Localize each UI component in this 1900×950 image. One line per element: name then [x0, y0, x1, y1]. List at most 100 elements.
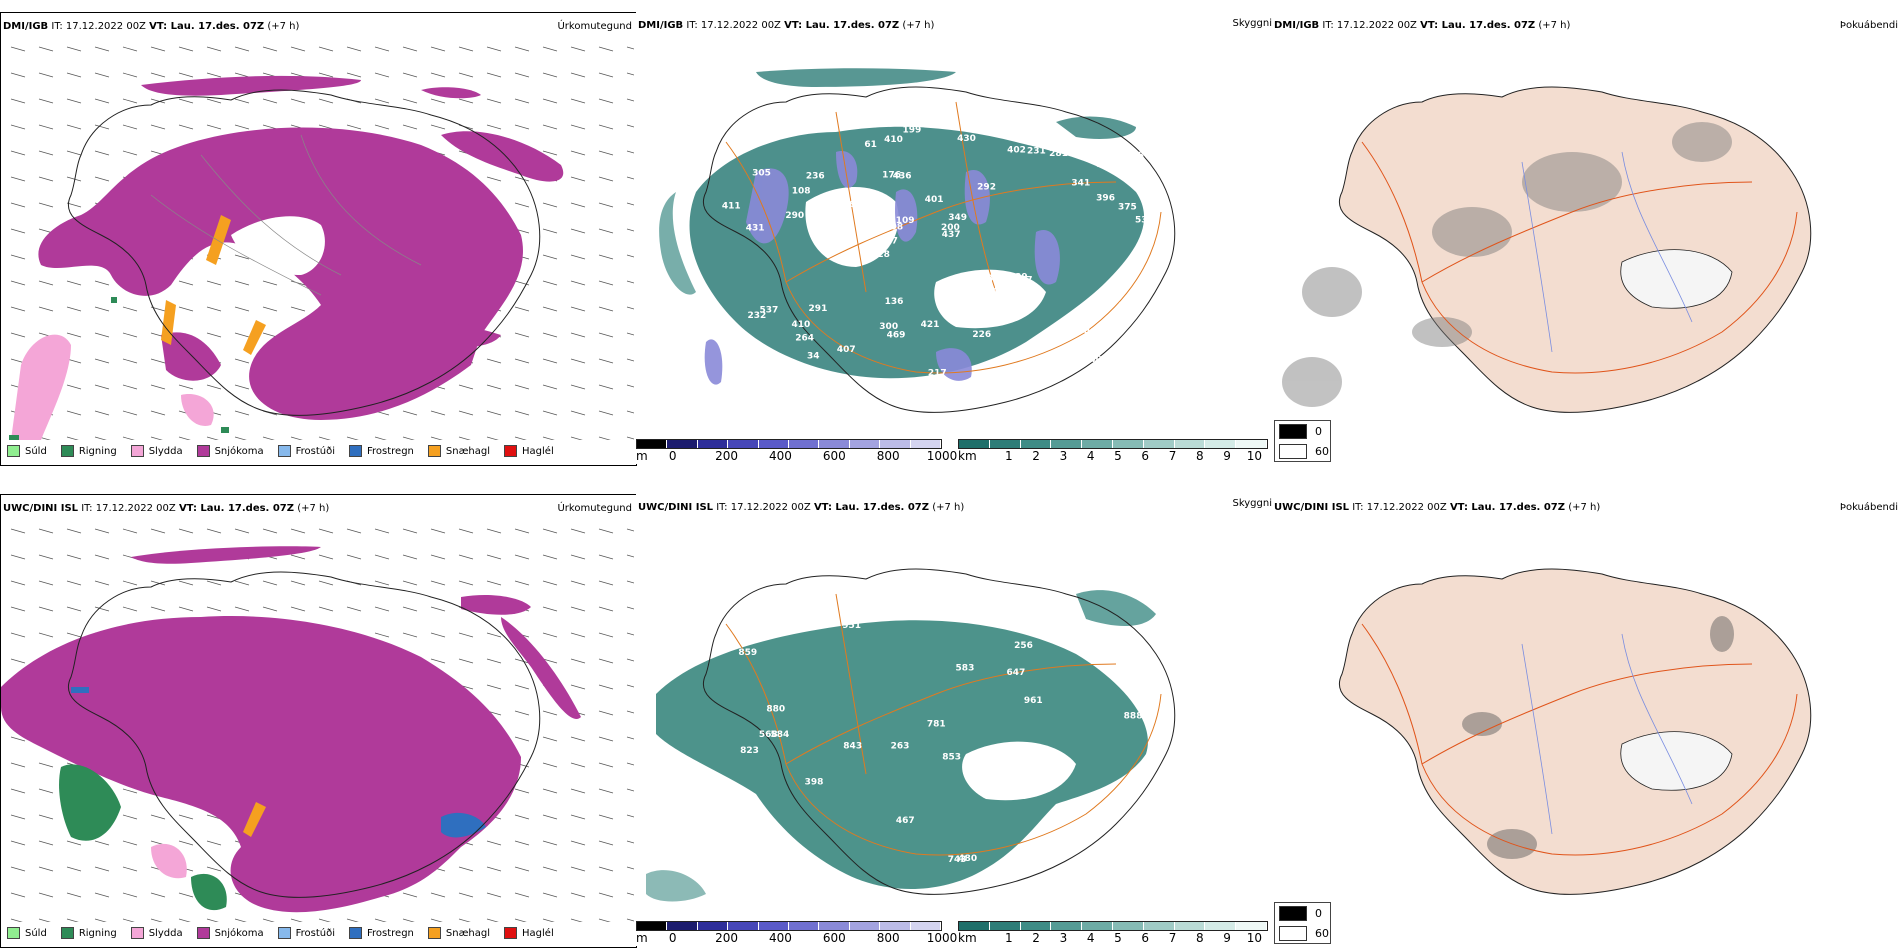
- legend-label: Slydda: [148, 445, 183, 457]
- fog-legend-top: 0 60: [1274, 420, 1331, 462]
- model-name: DMI/IGB: [3, 21, 49, 32]
- vis-value-label: 437: [942, 230, 961, 240]
- vis-value-label: 398: [805, 778, 824, 788]
- vis-colorbar-km-top: km 1 2 3 4 5 6 7 8 9 10: [958, 439, 1268, 463]
- header-top-fog: DMI/IGB IT: 17.12.2022 00Z VT: Lau. 17.d…: [1274, 20, 1571, 31]
- snow-areas: [38, 75, 564, 420]
- panel-title-visibility: Skyggni: [1232, 498, 1272, 509]
- colorbar-cell: [758, 440, 790, 448]
- vis-value-label: 291: [809, 304, 828, 314]
- vis-value-label: 61: [864, 140, 877, 150]
- legend-item: Frostúði: [277, 445, 335, 457]
- colorbar-tick-label: 200: [715, 449, 739, 463]
- fog-swatch: [1279, 925, 1307, 941]
- colorbar-tick-label: 800: [876, 449, 900, 463]
- vis-value-label: 841: [753, 843, 772, 853]
- vis-value-label: 853: [942, 753, 961, 763]
- vis-value-label: 231: [1027, 147, 1046, 157]
- vis-value-label: 232: [748, 311, 767, 321]
- legend-label: Súld: [25, 927, 47, 939]
- legend-item: Rigning: [60, 445, 117, 457]
- vis-value-label: 62: [764, 363, 777, 373]
- vis-low-patches: [704, 151, 1060, 385]
- vis-value-label: 153: [728, 344, 747, 354]
- vis-value-label: 376: [996, 272, 1015, 282]
- fog-shading: [1282, 122, 1732, 407]
- colorbar-cell: [697, 440, 729, 448]
- vis-colorbar-km-bottom: km 1 2 3 4 5 6 7 8 9 10: [958, 921, 1268, 945]
- colorbar-tick-label: 10: [1246, 449, 1262, 463]
- iceland-coastline: [67, 89, 541, 416]
- vis-value-label: 310: [766, 372, 785, 382]
- vis-value-label: 880: [766, 705, 785, 715]
- legend-swatch: [7, 927, 20, 939]
- colorbar-cell: [849, 440, 881, 448]
- vis-value-labels: 948 256 888 263 853 584 859 647 823 583 781 841 951 8…: [738, 610, 1142, 865]
- colorbar-tick-label: 8: [1195, 449, 1204, 463]
- vis-value-label: 217: [928, 369, 947, 379]
- legend-label: Haglél: [522, 445, 554, 457]
- colorbar-tick-label: 1000: [926, 449, 958, 463]
- legend-item: Snæhagl: [427, 927, 490, 939]
- iceland-coastline: [702, 86, 1176, 413]
- visibility-panel-top: DMI/IGB IT: 17.12.2022 00Z VT: Lau. 17.d…: [636, 12, 1272, 464]
- colorbar-tick-label: 6: [1141, 449, 1150, 463]
- colorbar-cells: [958, 439, 1268, 449]
- visibility-map-bottom: 948 256 888 263 853 584 859 647 823 583 781 841 951 8…: [646, 568, 1176, 902]
- vis-value-label: 543: [1096, 160, 1115, 170]
- colorbar-unit: m: [636, 449, 648, 463]
- iceland-landmass: [1338, 86, 1812, 413]
- vis-value-label: 176: [882, 171, 901, 181]
- vis-value-label: 411: [722, 201, 741, 211]
- colorbar-tick-label: 7: [1168, 449, 1177, 463]
- vis-value-label: 264: [795, 334, 814, 344]
- fog-panel-bottom: UWC/DINI ISL IT: 17.12.2022 00Z VT: Lau.…: [1272, 494, 1900, 946]
- vis-value-label: 22: [733, 360, 746, 370]
- colorbar-cell: [1205, 922, 1237, 930]
- vis-value-label: 272: [1119, 302, 1138, 312]
- colorbar-tick-label: 3: [1059, 449, 1068, 463]
- colorbar-cell: [667, 922, 698, 930]
- colorbar-cell: [728, 922, 759, 930]
- vis-value-label: 843: [843, 741, 862, 751]
- colorbar-cell: [1174, 440, 1206, 448]
- visibility-panel-bottom: UWC/DINI ISL IT: 17.12.2022 00Z VT: Lau.…: [636, 494, 1272, 946]
- colorbar-tick-label: 0: [668, 449, 677, 463]
- legend-swatch: [130, 445, 144, 457]
- iceland-landmass: [1338, 568, 1812, 895]
- vis-value-label: 996: [727, 333, 746, 343]
- colorbar-cell: [1112, 440, 1144, 448]
- header-bottom-vis: UWC/DINI ISL IT: 17.12.2022 00Z VT: Lau.…: [638, 502, 965, 513]
- legend-item: Haglél: [504, 927, 554, 939]
- legend-swatch: [349, 445, 362, 457]
- precip-panel-bottom: UWC/DINI ISL IT: 17.12.2022 00Z VT: Lau.…: [0, 494, 637, 948]
- colorbar-unit: km: [958, 449, 977, 463]
- colorbar-cell: [1174, 922, 1206, 930]
- colorbar-cell: [637, 922, 668, 930]
- vis-value-label: 281: [1049, 149, 1068, 159]
- colorbar-tick-label: 10: [1246, 931, 1262, 945]
- colorbar-cell: [1020, 922, 1052, 930]
- colorbar-tick-label: 3: [1059, 931, 1068, 945]
- roads: [725, 593, 1162, 856]
- legend-item: Haglél: [504, 445, 554, 457]
- vis-value-label: 781: [927, 720, 946, 730]
- legend-item: Snjókoma: [196, 445, 264, 457]
- graupel-areas: [243, 802, 266, 837]
- colorbar-tick-label: 800: [876, 931, 900, 945]
- vis-value-label: 300: [831, 202, 850, 212]
- colorbar-ticks: km 1 2 3 4 5 6 7 8 9 10: [958, 449, 1268, 463]
- vis-value-label: 199: [902, 126, 921, 136]
- colorbar-cell: [959, 922, 990, 930]
- colorbar-cell: [880, 922, 911, 930]
- vis-value-label: 402: [1007, 145, 1026, 155]
- legend-item: Frostregn: [349, 445, 414, 457]
- legend-label: Slydda: [148, 927, 183, 939]
- rivers: [1521, 633, 1693, 835]
- colorbar-ticks: m 0 200 400 600 800 1000: [636, 931, 957, 945]
- colorbar-tick-label: 4: [1086, 449, 1095, 463]
- legend-item: Frostúði: [277, 927, 335, 939]
- legend-swatch: [130, 927, 144, 939]
- legend-label: Snæhagl: [445, 445, 491, 457]
- rivers: [1521, 151, 1693, 353]
